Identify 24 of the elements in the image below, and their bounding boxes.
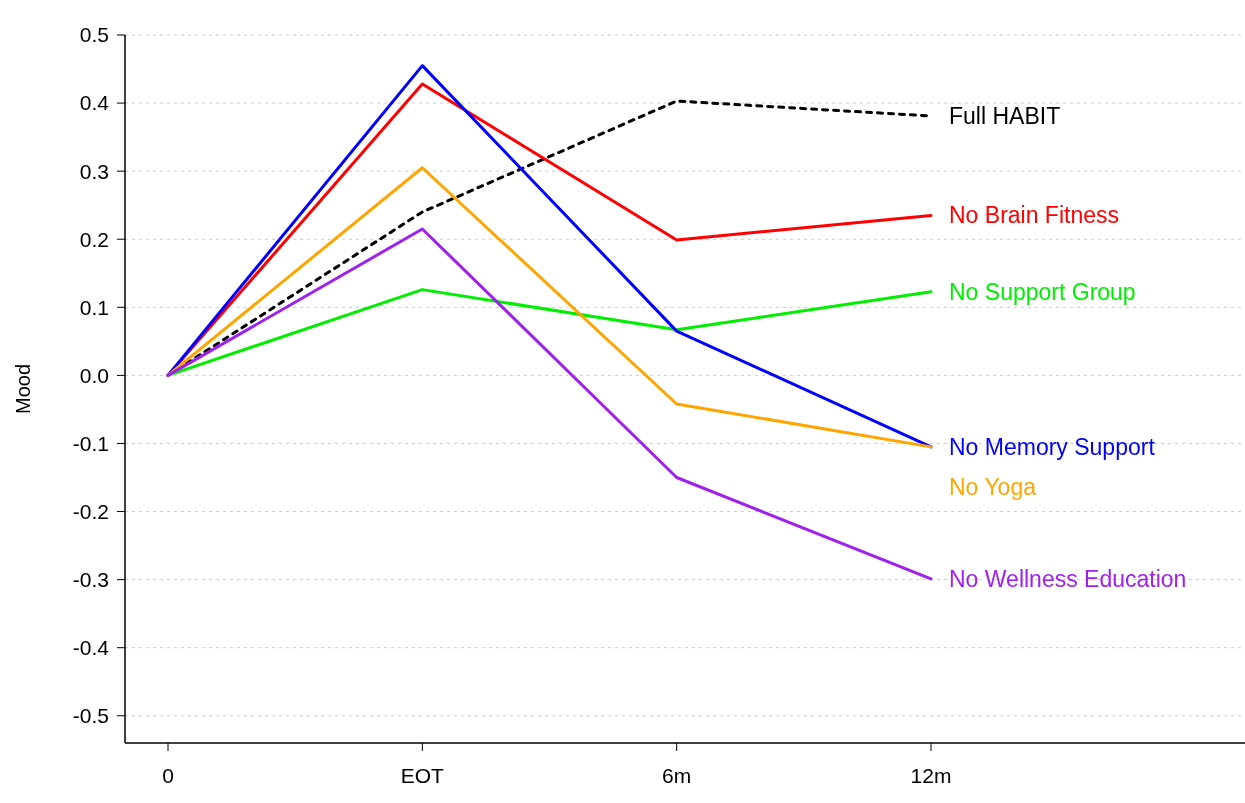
series-label: No Wellness Education xyxy=(949,565,1187,592)
y-tick-label: 0.0 xyxy=(79,363,109,387)
x-tick-label: EOT xyxy=(400,764,445,787)
line-series xyxy=(166,166,933,449)
y-tick-label: -0.4 xyxy=(72,636,110,660)
y-tick-label: 0.3 xyxy=(79,159,109,183)
x-tick-label: 12m xyxy=(910,764,952,787)
y-tick-label: 0.5 xyxy=(79,23,109,47)
y-tick-label: 0.1 xyxy=(79,295,109,319)
series-label: No Brain Fitness xyxy=(949,202,1120,229)
series-label: No Yoga xyxy=(949,473,1037,500)
y-axis-title: Mood xyxy=(12,363,34,415)
y-tick-label: -0.2 xyxy=(72,499,109,523)
series-label: No Support Group xyxy=(949,278,1136,305)
series-label: Full HABIT xyxy=(949,103,1061,130)
y-tick-label: 0.4 xyxy=(79,91,110,115)
x-tick-label: 6m xyxy=(662,764,692,787)
x-tick-label: 0 xyxy=(162,764,174,787)
y-tick-label: -0.1 xyxy=(72,431,109,455)
y-tick-label: 0.2 xyxy=(79,227,109,251)
y-tick-label: -0.5 xyxy=(72,704,109,728)
y-tick-label: -0.3 xyxy=(72,567,109,591)
series-label: No Memory Support xyxy=(949,433,1156,460)
line-series xyxy=(166,227,933,581)
